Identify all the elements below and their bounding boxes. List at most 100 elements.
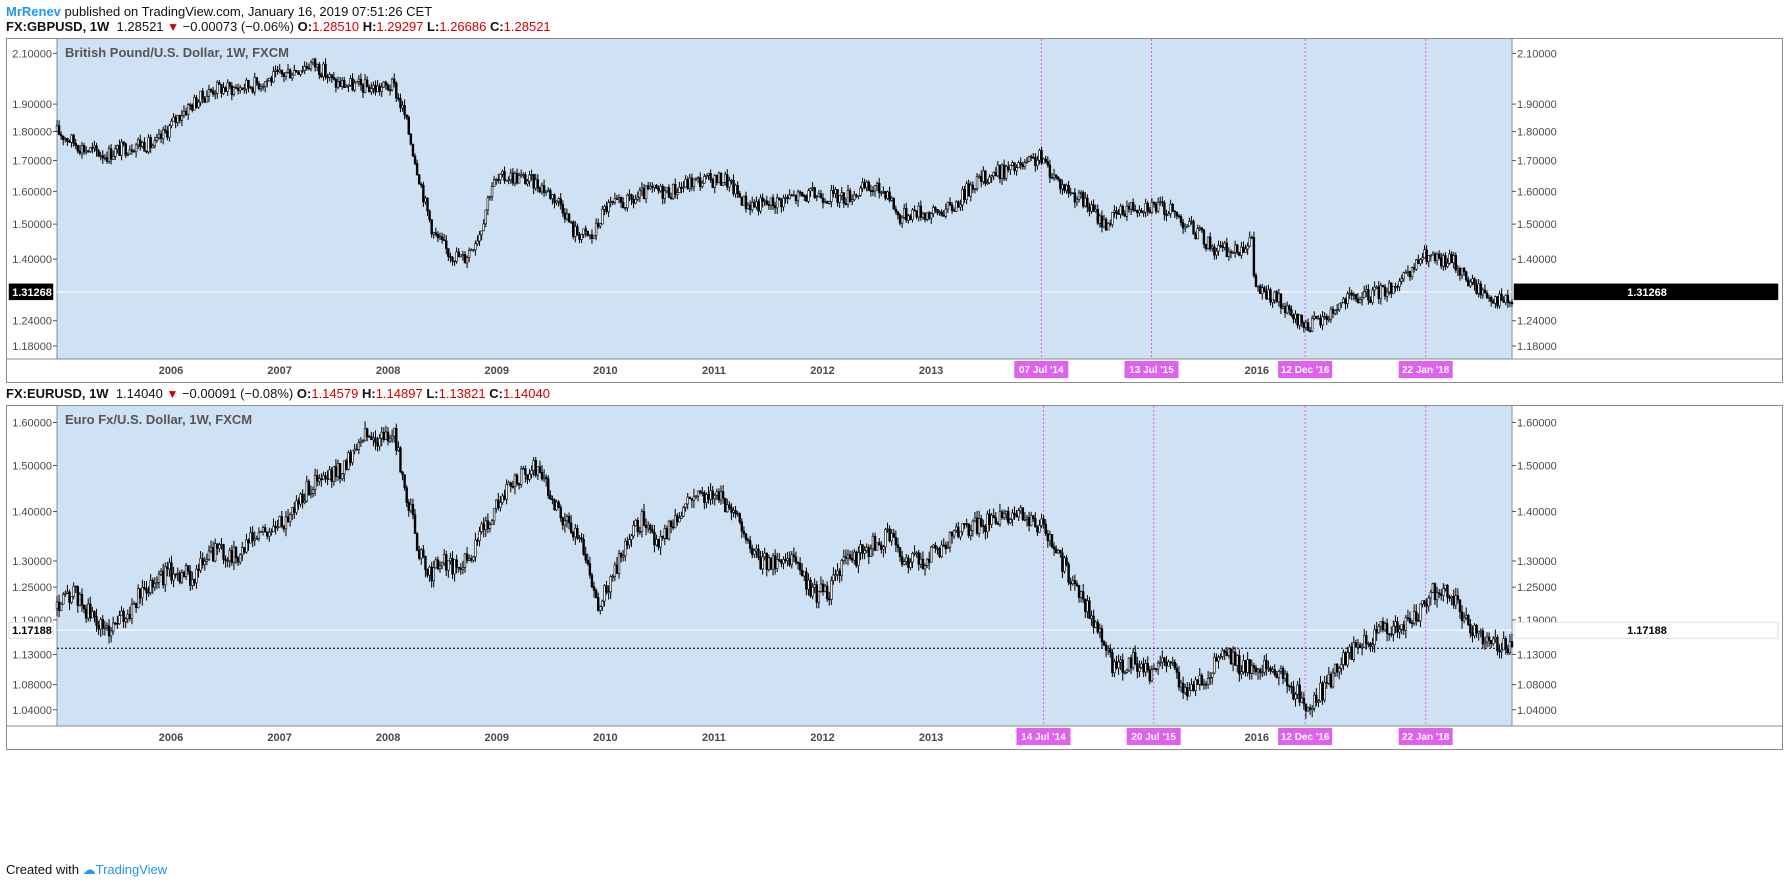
symbol-interval[interactable]: FX:GBPUSD, 1W (6, 19, 110, 34)
candle-body (678, 517, 681, 523)
candle-body (1223, 650, 1226, 653)
candle-body (919, 205, 923, 218)
candle-body (1092, 615, 1095, 628)
candle-body (1165, 214, 1168, 216)
candle-body (744, 195, 748, 210)
y-tick-label-left: 1.13000 (12, 649, 52, 661)
candle-body (713, 494, 716, 500)
candle-body (923, 565, 927, 570)
candle-body (938, 548, 941, 558)
gbpusd-chart-panel[interactable]: 2.10000 2.10000 1.90000 1.90000 1.80000 1.800… (6, 38, 1783, 383)
candle-body (1506, 294, 1510, 303)
candle-body (957, 201, 960, 208)
candle-body (890, 533, 893, 542)
eurusd-chart-panel[interactable]: 1.60000 1.60000 1.50000 1.50000 1.40000 1.400… (6, 405, 1783, 750)
candle-body (1032, 515, 1035, 520)
candle-body (1082, 591, 1085, 600)
candle-body (619, 553, 623, 558)
tradingview-link[interactable]: TradingView (95, 862, 168, 877)
candle-body (1390, 633, 1393, 636)
candle-body (288, 514, 292, 522)
current-price-tag (8, 283, 54, 301)
candle-body (459, 254, 463, 258)
candle-body (723, 174, 727, 183)
candle-body (1367, 289, 1370, 301)
candle-body (936, 209, 939, 214)
candle-body (480, 523, 483, 532)
candle-body (1479, 630, 1482, 633)
candle-body (76, 145, 80, 152)
candle-body (1281, 668, 1285, 679)
candle-body (345, 85, 348, 88)
candle-body (1004, 510, 1008, 514)
candle-body (613, 564, 617, 577)
candle-body (605, 206, 608, 212)
candle-body (1375, 629, 1378, 634)
candle-body (1144, 663, 1147, 673)
candle-body (432, 232, 435, 235)
candle-body (282, 73, 286, 77)
y-tick-label-right: 1.90000 (1517, 99, 1557, 111)
candle-body (636, 196, 639, 200)
candle-body (547, 478, 550, 496)
candle-body (326, 76, 329, 79)
marker-date-tag (1014, 361, 1069, 378)
x-tick-label: 2007 (267, 732, 291, 744)
candle-body (118, 145, 121, 156)
candle-body (574, 226, 577, 237)
candle-body (1502, 638, 1505, 651)
candle-body (1159, 661, 1162, 664)
candle-body (1494, 296, 1497, 304)
candle-body (488, 524, 492, 529)
candle-body (1088, 600, 1091, 619)
candle-body (478, 531, 481, 541)
candle-body (1373, 629, 1376, 646)
candle-body (657, 539, 660, 548)
candle-body (1329, 673, 1333, 688)
candle-body (569, 221, 573, 224)
candle-body (817, 193, 821, 197)
candle-body (1140, 210, 1143, 213)
candle-body (1356, 644, 1360, 648)
candle-body (582, 228, 585, 235)
candle-body (409, 504, 413, 512)
candle-body (709, 490, 712, 500)
candle-body (370, 436, 373, 441)
candle-body (1061, 552, 1064, 572)
candle-body (1444, 255, 1447, 268)
candle-body (80, 145, 84, 154)
candle-body (1363, 291, 1366, 299)
y-tick-label-left: 1.40000 (12, 507, 52, 519)
candle-body (646, 185, 650, 189)
candle-body (440, 562, 444, 567)
candle-body (87, 150, 90, 153)
candle-body (547, 189, 550, 192)
candle-body (359, 441, 363, 444)
candle-body (707, 173, 710, 176)
candle-body (218, 82, 221, 85)
candle-body (1285, 673, 1289, 687)
candle-body (771, 555, 775, 570)
candle-body (742, 195, 746, 206)
candle-body (1063, 557, 1066, 572)
candle-body (1198, 227, 1201, 230)
candle-body (1489, 296, 1493, 302)
candle-body (580, 234, 583, 240)
candle-body (1460, 267, 1464, 276)
candle-body (534, 179, 537, 189)
candle-body (338, 463, 342, 479)
candle-body (434, 559, 438, 569)
candle-body (368, 86, 371, 93)
symbol-interval[interactable]: FX:EURUSD, 1W (6, 386, 109, 401)
author-link[interactable]: MrRenev (6, 4, 61, 19)
candle-body (176, 572, 179, 575)
candle-body (1161, 201, 1164, 204)
candle-body (540, 185, 544, 193)
low-label: L: (426, 386, 439, 401)
candle-body (1142, 211, 1145, 214)
candle-body (1458, 268, 1462, 276)
candle-body (255, 538, 259, 540)
candle-body (1100, 215, 1104, 228)
